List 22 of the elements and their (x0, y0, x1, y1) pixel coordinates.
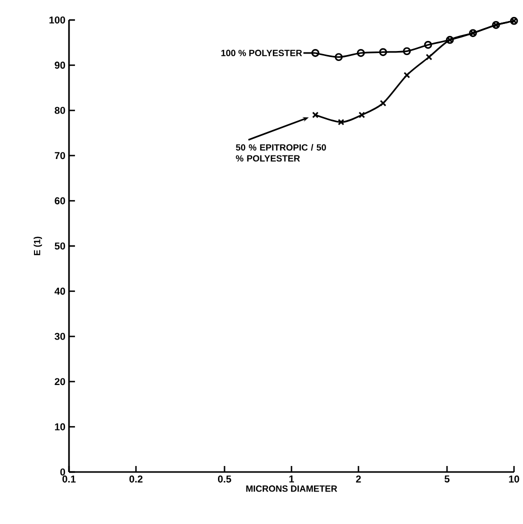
y-tick-label: 100 (49, 16, 66, 24)
x-tick-label: 10 (509, 476, 520, 483)
y-tick-label: 40 (54, 288, 66, 295)
x-tick-label: 2 (356, 476, 361, 482)
x-axis-title: MICRONS DIAMETER (246, 485, 338, 492)
x-tick-label: 0.2 (129, 476, 142, 483)
y-tick-label: 90 (54, 62, 66, 69)
x-tick-label: 0.1 (62, 476, 76, 483)
x-tick-label: 1 (289, 476, 294, 482)
x-tick-label: 5 (444, 476, 450, 482)
text: 50 % EPITROPIC / 50 % POLYESTER (236, 144, 326, 162)
y-tick-label: 30 (54, 332, 66, 340)
x-tick-label: 0.5 (218, 476, 232, 483)
y-tick-label: 50 (54, 242, 66, 250)
y-tick-label: 20 (54, 378, 66, 386)
y-tick-label: 0 (60, 468, 66, 476)
legend-label: 100 % POLYESTER (221, 50, 302, 56)
y-axis-title: E (1) (34, 236, 42, 256)
y-tick-label: 80 (54, 106, 66, 114)
y-tick-label: 70 (54, 152, 66, 160)
y-tick-label: 10 (55, 423, 66, 430)
y-tick-label: 60 (54, 197, 66, 204)
